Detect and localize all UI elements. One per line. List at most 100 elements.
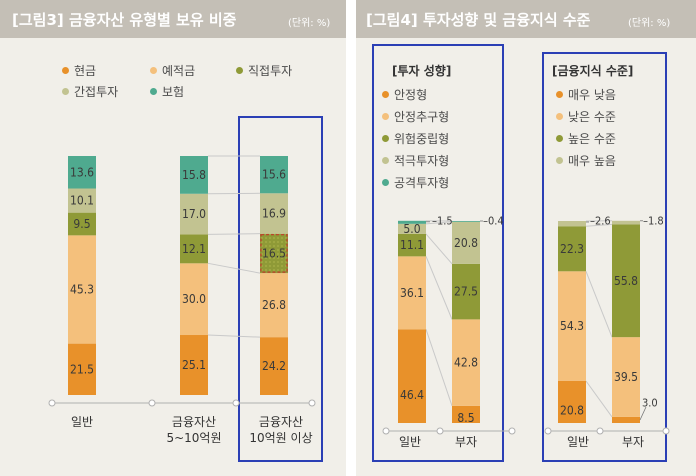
figure3-title: [그림3] 금융자산 유형별 보유 비중	[12, 11, 237, 29]
legend-item-low: 낮은 수준	[556, 108, 616, 125]
chart0-bar0-label0: 21.5	[70, 362, 94, 376]
chart0-connector-1	[207, 262, 261, 274]
chart1-bar0-label2: 11.1	[400, 238, 424, 252]
legend-very-low-swatch	[556, 91, 563, 98]
chart1-axis-node-1	[436, 427, 444, 435]
chart0-bar0-label4: 13.6	[70, 165, 94, 179]
chart0-axis-node-0	[48, 399, 56, 407]
chart2-bar1-seg1	[612, 337, 640, 417]
chart2-bar0-label0: 20.8	[560, 403, 584, 417]
chart0-bar1-seg1	[180, 263, 208, 336]
chart0-bar0-seg2	[68, 212, 96, 236]
legend-indirect-swatch	[62, 88, 69, 95]
chart1-connector-1	[425, 256, 453, 320]
chart0-bar1-label2: 12.1	[182, 242, 206, 256]
figure3-panel: [그림3] 금융자산 유형별 보유 비중 (단위: %) 현금 예적금 직접투자…	[0, 0, 346, 476]
chart2-connector-0	[585, 380, 613, 418]
figure4-unit: (단위: %)	[628, 18, 671, 29]
chart1-bar1-seg0	[452, 405, 480, 423]
legend-cash-swatch	[62, 67, 69, 74]
legend-low-swatch	[556, 113, 563, 120]
chart2-axis-node-1	[596, 427, 604, 435]
chart0-bar0-seg3	[68, 188, 96, 213]
highlight-box-invest	[372, 44, 504, 462]
chart2-bar0-seg3	[558, 221, 586, 227]
chart0-bar0-seg1	[68, 235, 96, 344]
legend-stable-seeking-swatch	[382, 113, 389, 120]
chart1-bar1-seg1	[452, 319, 480, 406]
chart1-connector-2	[425, 233, 453, 265]
chart0-connector-0	[207, 334, 261, 338]
knowledge-category-0: 일반	[566, 435, 590, 449]
chart2-axis-node-2	[662, 427, 670, 435]
legend-item-risk-neutral: 위험중립형	[382, 130, 449, 147]
chart0-bar1-label0: 25.1	[182, 358, 206, 372]
chart2-bar1-seg2	[612, 224, 640, 338]
chart2-bar1-label3: –1.8	[643, 214, 664, 227]
chart1-axis-node-0	[382, 427, 390, 435]
invest-group-heading: [투자 성향]	[392, 64, 452, 78]
chart0-bar1-seg4	[180, 156, 208, 194]
legend-item-very-high: 매우 높음	[556, 152, 616, 169]
legend-item-active: 적극투자형	[382, 152, 449, 169]
fig3-category-0: 일반	[70, 415, 94, 429]
chart2-bar0-label1: 54.3	[560, 319, 584, 333]
chart0-bar1-label3: 17.0	[182, 207, 206, 221]
legend-risk-neutral-swatch	[382, 135, 389, 142]
chart2-bar0-seg1	[558, 271, 586, 381]
chart0-bar2-label0: 24.2	[262, 359, 286, 373]
legend-item-aggressive: 공격투자형	[382, 174, 449, 191]
chart0-bar2-seg2	[260, 233, 288, 274]
chart2-bar0-label2: 22.3	[560, 242, 584, 256]
chart0-bar1-label1: 30.0	[182, 292, 206, 306]
legend-deposit-swatch	[150, 67, 157, 74]
chart0-bar0-label3: 10.1	[70, 194, 94, 208]
chart0-bar2-seg0	[260, 337, 288, 395]
legend-direct-swatch	[236, 67, 243, 74]
chart1-bar1-seg3	[452, 221, 480, 264]
chart2-bar0-seg2	[558, 226, 586, 272]
chart0-axis-node-1	[148, 399, 156, 407]
chart0-bar2-label2: 16.5	[262, 246, 286, 260]
chart2-bar1-label0-leader	[639, 406, 647, 421]
chart1-bar0-seg0	[398, 329, 426, 423]
chart0-bar2-seg3	[260, 193, 288, 234]
legend-high-swatch	[556, 135, 563, 142]
chart0-bar1-seg0	[180, 335, 208, 395]
figure4-title-bar: [그림4] 투자성향 및 금융지식 수준 (단위: %)	[356, 0, 696, 38]
chart1-bar1-label4: –0.4	[483, 215, 504, 228]
chart0-axis-node-3	[308, 399, 316, 407]
legend-aggressive-swatch	[382, 179, 389, 186]
chart1-connector-0	[425, 329, 453, 406]
figure3-title-bar: [그림3] 금융자산 유형별 보유 비중 (단위: %)	[0, 0, 346, 38]
chart0-bar0-seg4	[68, 156, 96, 189]
chart1-bar0-seg3	[398, 223, 426, 234]
chart1-bar0-label4: –1.5	[432, 214, 453, 227]
legend-stable-swatch	[382, 91, 389, 98]
chart2-axis-node-0	[544, 427, 552, 435]
chart1-bar0-seg4	[398, 220, 426, 224]
legend-item-high: 높은 수준	[556, 130, 616, 147]
chart0-bar2-label1: 26.8	[262, 298, 286, 312]
chart1-bar0-label0: 46.4	[400, 388, 424, 402]
chart0-bar2-seg4	[260, 156, 288, 194]
chart2-bar0-seg0	[558, 380, 586, 423]
legend-item-deposit: 예적금	[150, 62, 195, 79]
chart1-axis-node-2	[508, 427, 516, 435]
chart1-bar1-label2: 27.5	[454, 285, 478, 299]
knowledge-category-1: 부자	[621, 435, 645, 449]
chart0-connector-2	[207, 233, 261, 235]
chart2-connector-1	[585, 271, 613, 338]
chart0-bar1-seg3	[180, 193, 208, 235]
legend-item-insurance: 보험	[150, 83, 184, 100]
chart2-bar0-label3: –2.6	[590, 215, 611, 228]
invest-category-0: 일반	[398, 435, 422, 449]
chart0-bar0-seg0	[68, 343, 96, 395]
chart0-bar2-seg1	[260, 273, 288, 338]
invest-category-1: 부자	[454, 435, 478, 449]
chart1-connector-3	[425, 221, 453, 225]
legend-item-very-low: 매우 낮음	[556, 86, 616, 103]
chart1-bar0-seg2	[398, 233, 426, 257]
legend-very-high-swatch	[556, 157, 563, 164]
